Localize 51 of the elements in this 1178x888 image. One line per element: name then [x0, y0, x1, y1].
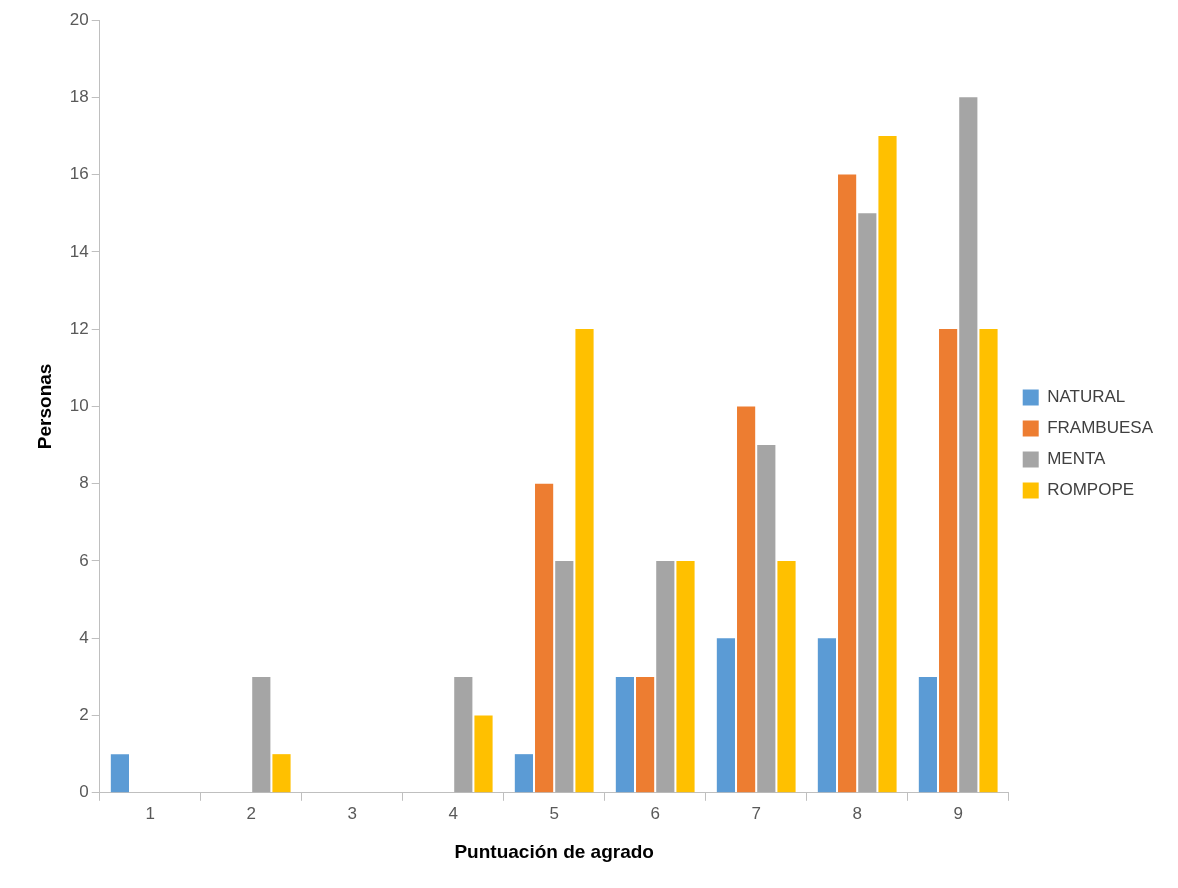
bar: [878, 135, 897, 793]
y-tick-label: 0: [79, 782, 89, 802]
y-tick-label: 20: [69, 9, 89, 29]
x-tick-label: 3: [347, 803, 357, 823]
y-tick-label: 14: [69, 241, 89, 261]
legend-label: ROMPOPE: [1047, 480, 1135, 500]
bar: [272, 754, 291, 793]
bar: [252, 676, 271, 793]
legend-label: MENTA: [1047, 449, 1107, 469]
bar: [716, 638, 735, 793]
x-tick-label: 2: [246, 803, 256, 823]
y-tick-label: 18: [69, 86, 89, 106]
bar: [535, 483, 554, 793]
y-tick-label: 16: [69, 164, 89, 184]
bar: [110, 754, 129, 793]
bar: [656, 560, 675, 793]
legend-label: NATURAL: [1047, 387, 1126, 407]
bar: [777, 560, 796, 793]
y-tick-label: 12: [69, 318, 89, 338]
bar: [636, 676, 655, 793]
bar: [474, 715, 493, 793]
bar: [959, 97, 978, 793]
bar: [555, 560, 574, 793]
bar: [979, 329, 998, 793]
legend-label: FRAMBUESA: [1047, 418, 1154, 438]
bar: [615, 676, 634, 793]
bar: [757, 445, 776, 793]
y-tick-label: 6: [79, 550, 89, 570]
x-tick-label: 5: [549, 803, 559, 823]
y-tick-label: 2: [79, 705, 89, 725]
y-tick-label: 10: [69, 396, 89, 416]
x-tick-label: 4: [448, 803, 458, 823]
bar: [817, 638, 836, 793]
bar: [858, 213, 877, 793]
x-tick-label: 7: [751, 803, 761, 823]
x-axis-title: Puntuación de agrado: [454, 840, 654, 862]
x-tick-label: 9: [953, 803, 963, 823]
x-tick-label: 6: [650, 803, 660, 823]
bar: [918, 676, 937, 793]
bar: [838, 174, 857, 793]
x-tick-label: 1: [145, 803, 155, 823]
y-axis-title: Personas: [33, 363, 55, 450]
bar: [676, 560, 695, 793]
x-tick-label: 8: [852, 803, 862, 823]
bar: [737, 406, 756, 793]
bar: [514, 754, 533, 793]
bar: [939, 329, 958, 793]
bar: [454, 676, 473, 793]
y-tick-label: 4: [79, 627, 89, 647]
y-tick-label: 8: [79, 473, 89, 493]
bar: [575, 329, 594, 793]
